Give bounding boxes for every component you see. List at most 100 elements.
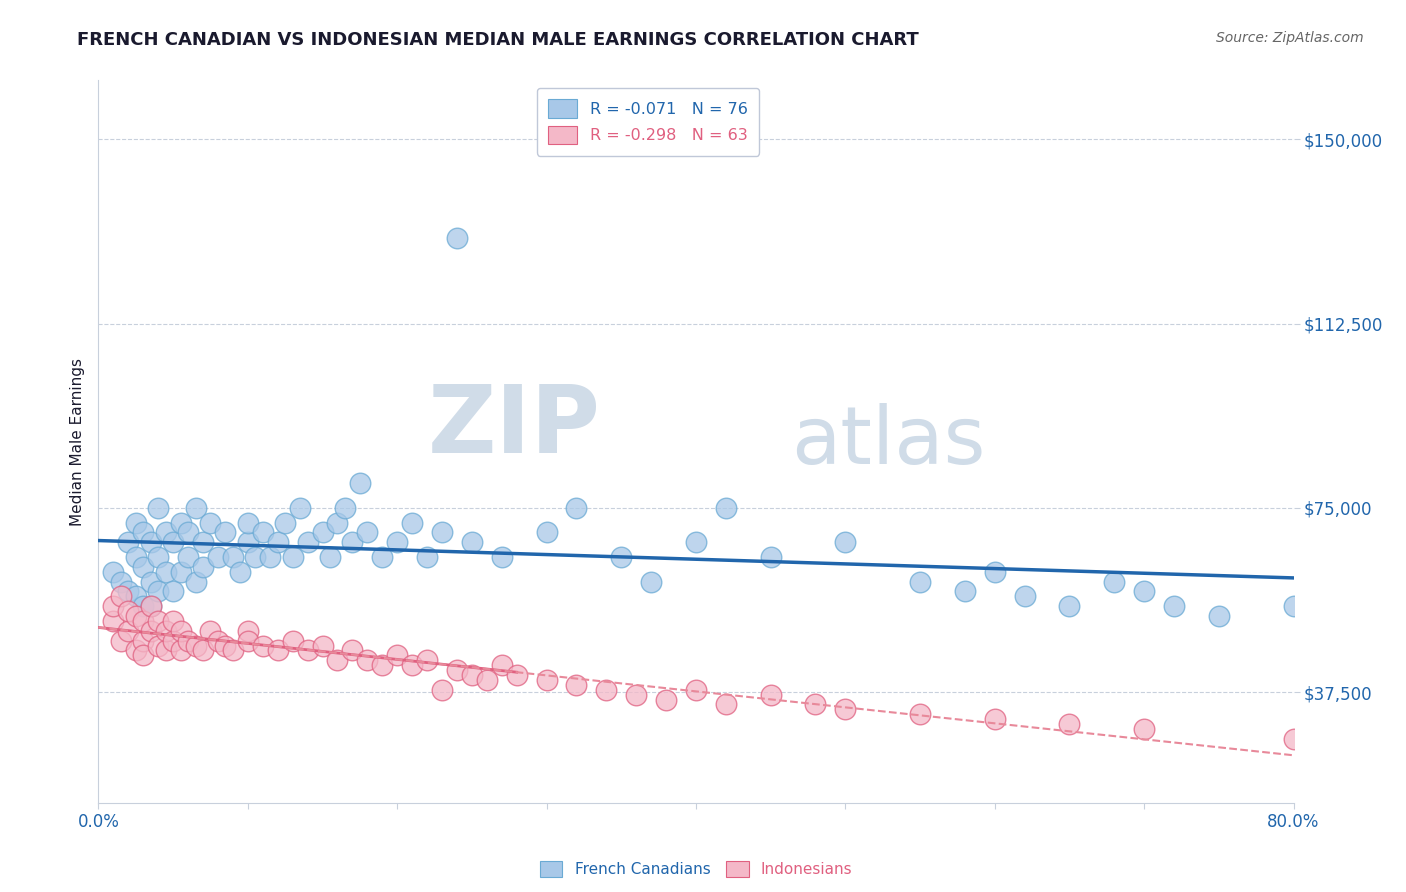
Point (491, 658, 513, 673)
Text: ZIP: ZIP (427, 381, 600, 473)
Point (326, 516, 349, 530)
Point (148, 584, 170, 599)
Point (236, 633, 259, 648)
Point (461, 535, 484, 549)
Point (759, 549, 782, 564)
Point (162, 633, 184, 648)
Point (207, 633, 229, 648)
Point (139, 574, 162, 589)
Point (1282, 731, 1305, 746)
Point (1104, 574, 1126, 589)
Point (311, 525, 333, 540)
Point (385, 535, 409, 549)
Point (132, 560, 155, 574)
Point (281, 633, 304, 648)
Point (155, 643, 177, 657)
Point (191, 560, 214, 574)
Point (110, 633, 132, 648)
Point (252, 525, 274, 540)
Point (169, 624, 191, 638)
Point (236, 624, 259, 638)
Text: atlas: atlas (792, 402, 986, 481)
Text: Source: ZipAtlas.com: Source: ZipAtlas.com (1216, 31, 1364, 45)
Point (595, 682, 617, 697)
Point (326, 653, 349, 667)
Point (640, 574, 662, 589)
Point (274, 516, 297, 530)
Point (536, 525, 558, 540)
Point (117, 584, 139, 599)
Point (984, 712, 1007, 726)
Point (132, 525, 155, 540)
Point (565, 678, 588, 692)
Point (288, 500, 311, 515)
Point (401, 516, 423, 530)
Point (184, 639, 207, 653)
Point (834, 702, 856, 716)
Point (446, 230, 468, 244)
Point (162, 535, 184, 549)
Point (155, 525, 177, 540)
Point (506, 668, 529, 682)
Point (162, 584, 184, 599)
Point (117, 624, 139, 638)
Point (1014, 590, 1036, 604)
Point (148, 549, 170, 564)
Point (117, 535, 139, 549)
Point (177, 549, 200, 564)
Point (342, 535, 364, 549)
Point (148, 500, 170, 515)
Point (430, 525, 453, 540)
Point (281, 549, 304, 564)
Point (385, 648, 409, 663)
Point (177, 633, 200, 648)
Point (714, 500, 737, 515)
Point (139, 535, 162, 549)
Point (1208, 609, 1230, 624)
Point (475, 673, 498, 687)
Point (1133, 722, 1156, 736)
Point (200, 624, 222, 638)
Point (184, 574, 207, 589)
Point (214, 639, 236, 653)
Point (229, 565, 252, 579)
Point (685, 535, 707, 549)
Point (177, 525, 200, 540)
Point (1059, 599, 1081, 614)
Point (132, 648, 155, 663)
Point (565, 500, 588, 515)
Point (446, 663, 468, 677)
Point (200, 516, 222, 530)
Y-axis label: Median Male Earnings: Median Male Earnings (69, 358, 84, 525)
Point (103, 565, 125, 579)
Point (267, 643, 290, 657)
Point (155, 624, 177, 638)
Point (1133, 584, 1156, 599)
Point (103, 614, 125, 628)
Point (416, 549, 439, 564)
Point (214, 525, 236, 540)
Point (117, 604, 139, 618)
Point (148, 614, 170, 628)
Point (222, 643, 245, 657)
Point (148, 639, 170, 653)
Point (132, 599, 155, 614)
Point (834, 535, 856, 549)
Point (207, 549, 229, 564)
Point (311, 639, 333, 653)
Point (1059, 717, 1081, 731)
Point (908, 574, 931, 589)
Point (132, 633, 155, 648)
Point (804, 698, 827, 712)
Point (356, 653, 378, 667)
Point (984, 565, 1007, 579)
Point (125, 549, 148, 564)
Point (103, 599, 125, 614)
Point (297, 643, 319, 657)
Point (491, 549, 513, 564)
Point (125, 643, 148, 657)
Legend: French Canadians, Indonesians: French Canadians, Indonesians (531, 854, 860, 885)
Point (349, 476, 371, 491)
Point (191, 643, 214, 657)
Point (536, 673, 558, 687)
